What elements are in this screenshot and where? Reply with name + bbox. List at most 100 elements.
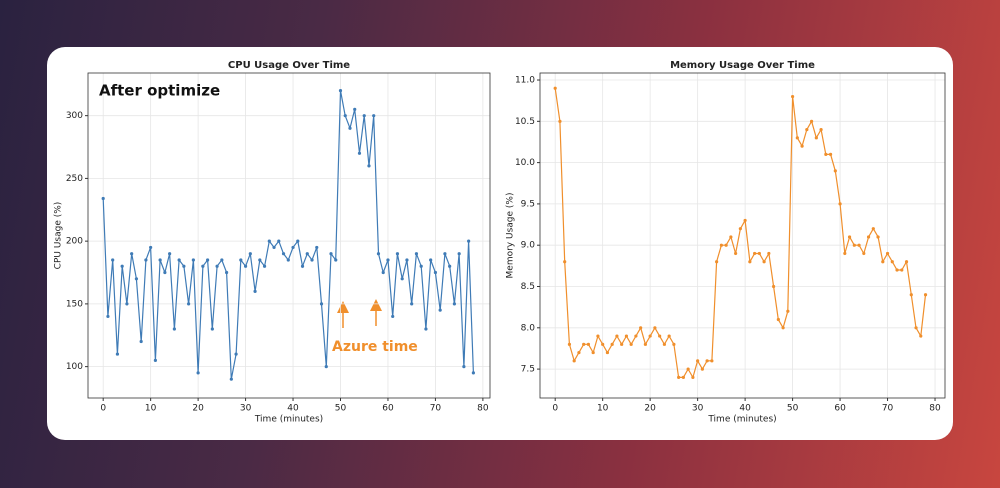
x-tick-label: 70 [430,404,442,414]
plot-frame [539,72,946,399]
data-point [348,126,352,130]
y-tick-label: 8.5 [521,282,535,292]
data-line [554,88,927,379]
data-point [596,334,600,338]
data-line [102,90,474,380]
data-point [291,245,295,250]
data-point [438,308,442,312]
y-tick-label: 8.0 [521,323,536,333]
data-point [738,227,742,231]
data-point [220,258,224,262]
data-point [115,352,120,356]
y-tick-label: 9.0 [521,241,536,251]
data-point [677,375,681,379]
data-point [771,284,776,289]
data-point [182,264,186,268]
data-point [795,136,799,140]
y-tick-label: 11.0 [515,76,535,86]
data-point [405,258,409,262]
data-point [272,245,276,250]
data-point [833,169,837,173]
data-point [572,359,576,363]
data-point [229,377,233,381]
data-point [904,260,909,264]
data-point [457,252,461,256]
data-point [914,326,918,330]
data-point [748,260,752,264]
data-point [139,339,143,344]
x-axis-label: Time (minutes) [254,415,323,425]
data-point [586,342,591,346]
data-point [215,264,219,268]
data-point [805,127,809,132]
data-point [715,260,719,264]
data-point [681,375,685,379]
data-point [790,94,795,99]
data-point [610,342,614,346]
data-point [662,342,666,346]
data-point [553,86,557,90]
data-point [277,239,281,243]
data-point [262,264,267,268]
data-point [168,252,172,256]
data-point [686,367,690,371]
data-point [767,251,771,256]
data-point [658,334,662,338]
data-point [866,235,871,239]
data-point [710,359,714,363]
data-point [253,289,257,293]
data-point [172,327,176,331]
data-point [776,317,780,322]
data-point [862,251,866,256]
x-tick-label: 0 [552,404,558,414]
data-point [281,252,286,256]
x-tick-label: 20 [192,404,204,414]
data-point [591,350,595,355]
data-point [909,293,913,297]
data-point [258,258,262,262]
data-point [582,342,586,346]
chart-title: Memory Usage Over Time [670,60,815,71]
data-point [895,268,899,272]
data-point [757,251,761,256]
x-tick-label: 50 [335,404,347,414]
data-point [672,342,676,346]
x-tick-label: 50 [787,404,799,414]
data-point [828,152,833,156]
data-point [410,302,414,306]
x-tick-label: 80 [929,404,941,414]
x-tick-label: 80 [477,404,489,414]
data-point [419,264,423,268]
data-point [125,302,129,306]
data-point [643,342,648,346]
data-point [781,326,785,330]
data-point [729,235,733,239]
data-point [329,252,333,256]
data-point [648,334,652,338]
annotation: Azure time [332,339,418,355]
data-point [206,258,210,262]
x-tick-label: 40 [739,404,751,414]
data-point [381,270,385,275]
data-point [691,375,695,379]
data-point [615,334,619,338]
x-tick-label: 10 [597,404,609,414]
data-point [201,264,205,268]
data-point [452,302,457,306]
y-axis-label: CPU Usage (%) [54,202,64,270]
y-tick-label: 7.5 [521,365,535,375]
data-point [620,342,624,346]
data-point [315,245,319,250]
x-tick-label: 30 [692,404,704,414]
data-point [624,334,629,338]
data-point [567,342,572,346]
data-point [243,264,248,268]
data-point [639,326,643,330]
data-point [210,327,214,331]
data-point [857,243,861,247]
data-point [376,252,381,256]
data-point [386,258,390,262]
plot-frame [87,72,491,399]
data-point [448,264,452,268]
y-axis-label: Memory Usage (%) [506,193,516,279]
